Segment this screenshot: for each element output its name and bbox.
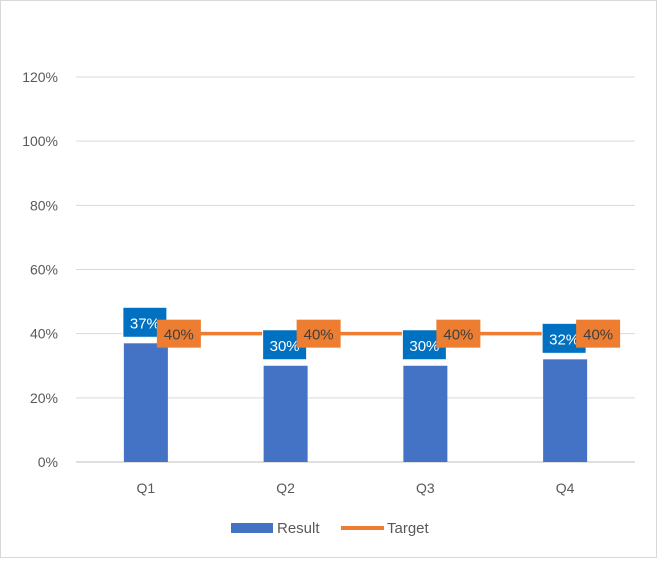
y-tick-label: 120% — [22, 69, 58, 85]
y-tick-label: 20% — [30, 390, 58, 406]
x-axis-tick-labels: Q1 Q2 Q3 Q4 — [137, 480, 575, 496]
legend-label-result: Result — [277, 520, 320, 537]
result-label-text: 30% — [270, 338, 300, 355]
target-label-box — [576, 319, 621, 348]
result-label-text: 37% — [130, 315, 160, 332]
legend-item-target: Target — [341, 520, 430, 537]
target-data-label: 40% — [576, 319, 621, 348]
y-tick-label: 100% — [22, 133, 58, 149]
result-data-label: 30% — [401, 329, 447, 361]
result-data-label: 37% — [122, 306, 168, 338]
target-data-label: 40% — [436, 319, 481, 348]
target-label-text: 40% — [164, 327, 194, 344]
target-label-box — [296, 319, 341, 348]
result-label-text: 32% — [549, 331, 579, 348]
x-tick-label: Q1 — [137, 480, 156, 496]
x-tick-label: Q2 — [276, 480, 295, 496]
result-bar — [263, 365, 308, 462]
legend-label-target: Target — [387, 520, 430, 537]
result-label-text: 30% — [409, 338, 439, 355]
result-bar — [403, 365, 448, 462]
target-label-text: 40% — [304, 327, 334, 344]
data-labels: 37%30% 30% 32%40% 40% 40% 40% — [122, 306, 621, 361]
target-label-text: 40% — [443, 327, 473, 344]
x-tick-label: Q4 — [556, 480, 575, 496]
result-bar — [543, 359, 588, 462]
y-tick-label: 60% — [30, 262, 58, 278]
y-tick-label: 80% — [30, 197, 58, 213]
y-tick-label: 40% — [30, 326, 58, 342]
y-tick-label: 0% — [38, 454, 58, 470]
y-axis-tick-labels: 0% 20% 40% 60% 80% 100% 120% — [22, 69, 58, 470]
target-label-text: 40% — [583, 327, 613, 344]
legend: Result Target — [231, 520, 430, 537]
legend-swatch-result — [231, 523, 273, 533]
target-data-label: 40% — [156, 319, 201, 348]
result-bar — [123, 343, 168, 462]
result-bars — [123, 343, 588, 462]
target-label-box — [156, 319, 201, 348]
x-tick-label: Q3 — [416, 480, 435, 496]
target-label-box — [436, 319, 481, 348]
legend-item-result: Result — [231, 520, 320, 537]
result-label-box — [401, 329, 447, 361]
target-data-label: 40% — [296, 319, 341, 348]
